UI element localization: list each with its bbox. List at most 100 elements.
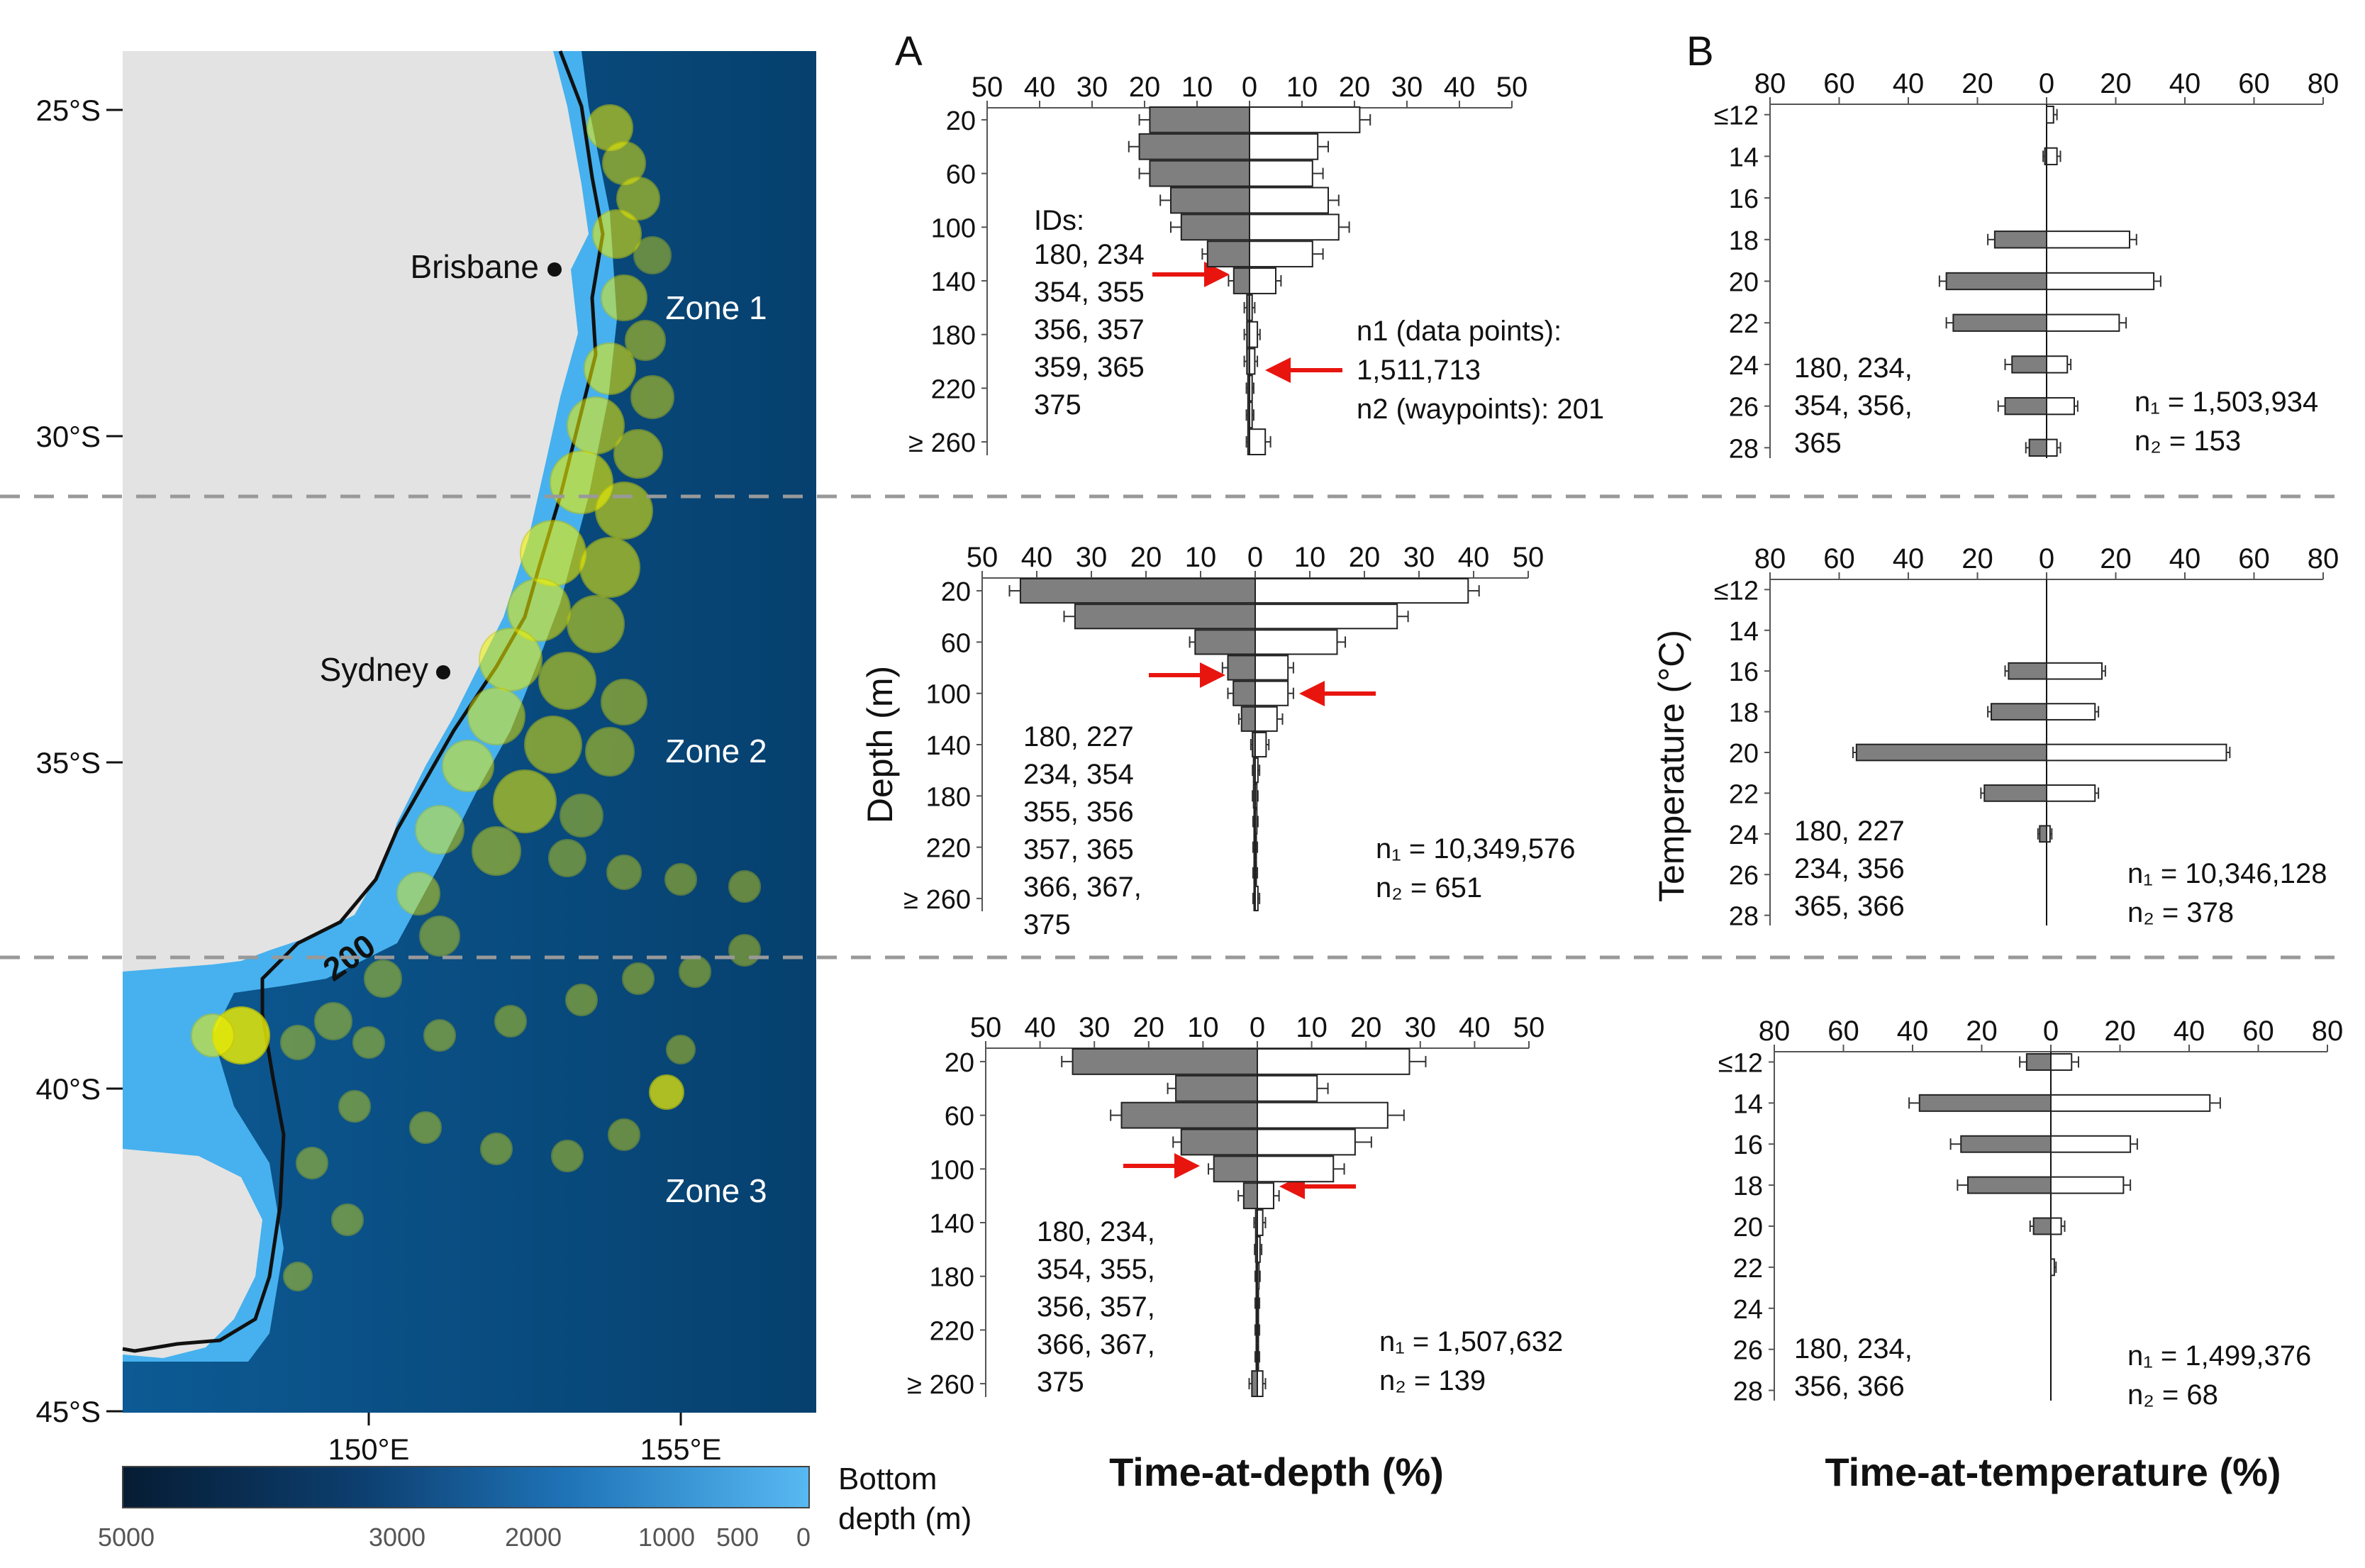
night-bar (1257, 1316, 1259, 1344)
night-bar (2050, 1176, 2125, 1194)
x-tick-label: 50 (970, 1012, 1002, 1043)
night-bar (1249, 374, 1253, 402)
day-bar (2008, 662, 2047, 680)
x-tick-label: 20 (1133, 1012, 1165, 1043)
day-bar (1952, 313, 2047, 332)
land-mainland (123, 51, 589, 972)
y-tick-label: 28 (1729, 434, 1759, 464)
day-bar (1019, 578, 1257, 604)
n1-label: n₁ = 10,346,128 (2127, 858, 2327, 889)
y-tick-label: 16 (1733, 1130, 1763, 1160)
night-bar (1257, 1048, 1410, 1075)
day-bar (2025, 1053, 2052, 1071)
day-bar (1170, 187, 1250, 214)
lat-tick: 45°S (35, 1395, 101, 1428)
x-tick-label: 10 (1296, 1012, 1328, 1043)
x-tick-label: 20 (1130, 542, 1162, 573)
zone-2-label: Zone 2 (665, 733, 767, 769)
y-tick-label: 24 (1729, 351, 1759, 381)
y-tick-label: 140 (926, 731, 971, 761)
depth-axis-title: Depth (m) (860, 666, 900, 823)
x-tick-label: 20 (1349, 542, 1381, 573)
time-at-temperature-title: Time-at-temperature (%) (1825, 1450, 2281, 1494)
y-tick-label: 60 (945, 1102, 974, 1132)
night-bar (1257, 1370, 1264, 1397)
day-bar (1206, 240, 1251, 268)
x-tick-label: 40 (1893, 543, 1925, 574)
chart-temp-zone3: 80 60 40 20 0 20 40 60 80≤121416182022242628180,… (1718, 1016, 2343, 1411)
x-tick-label: 40 (2169, 68, 2201, 99)
id-list-line: 355, 356 (1023, 796, 1134, 828)
night-bar (2046, 313, 2120, 332)
x-tick-label: 10 (1286, 72, 1318, 103)
x-tick-label: 50 (1513, 542, 1545, 573)
day-bar (1991, 703, 2047, 721)
x-tick-label: 10 (1187, 1012, 1219, 1043)
x-tick-label: 0 (2039, 543, 2054, 574)
x-tick-label: 0 (1242, 72, 1257, 103)
x-tick-label: 80 (1754, 543, 1786, 574)
day-bar (1149, 106, 1251, 133)
y-tick-label: 26 (1729, 861, 1759, 891)
lat-tick: 30°S (35, 420, 101, 453)
id-list-line: 375 (1037, 1367, 1084, 1398)
night-bar (1257, 1155, 1335, 1183)
brisbane-marker (547, 262, 562, 277)
x-tick-label: 80 (1759, 1016, 1791, 1047)
x-tick-label: 30 (1403, 542, 1435, 573)
night-bar (1254, 783, 1258, 809)
y-tick-label: 180 (926, 782, 971, 812)
x-tick-label: 10 (1181, 72, 1213, 103)
day-bar (1967, 1176, 2052, 1194)
id-list-line: 234, 354 (1023, 759, 1134, 790)
id-list-line: 354, 355 (1034, 277, 1145, 308)
lat-tick: 40°S (35, 1072, 101, 1106)
colorbar-tick: 3000 (369, 1523, 425, 1552)
night-bar (2046, 703, 2096, 721)
brisbane-label: Brisbane (410, 248, 539, 285)
y-tick-label: 20 (1733, 1213, 1763, 1242)
colorbar-title: depth (m) (838, 1501, 972, 1536)
night-bar (1254, 731, 1267, 758)
lat-tick: 35°S (35, 746, 101, 779)
panel-a-label: A (895, 28, 923, 74)
day-bar (1232, 680, 1256, 706)
y-tick-label: 16 (1729, 657, 1759, 687)
y-tick-label: 26 (1729, 393, 1759, 423)
night-bar (1254, 885, 1259, 912)
y-tick-label: 140 (930, 1209, 974, 1239)
x-tick-label: 80 (1754, 68, 1786, 99)
lon-axis: 150°E 155°E (328, 1413, 721, 1466)
colorbar-tick: 500 (716, 1523, 759, 1552)
night-bar (1257, 1128, 1356, 1156)
x-tick-label: 0 (2039, 68, 2054, 99)
day-bar (2004, 396, 2047, 416)
y-tick-label: ≥ 260 (907, 1370, 974, 1400)
map: 25°S 30°S 35°S 40°S 45°S 150°E 155°E Bri… (35, 50, 816, 1466)
land-tasmania (123, 1149, 262, 1358)
y-tick-label: ≤12 (1714, 576, 1759, 606)
night-bar (2046, 272, 2155, 291)
night-bar (1249, 294, 1253, 321)
night-bar (1249, 187, 1329, 214)
x-tick-label: 40 (1897, 1016, 1929, 1047)
y-tick-label: 24 (1733, 1295, 1763, 1325)
y-tick-label: 14 (1733, 1089, 1763, 1119)
arrows (1123, 262, 1376, 1199)
id-list-line: 375 (1034, 389, 1081, 421)
y-tick-label: 180 (931, 321, 976, 351)
night-bar (1254, 655, 1289, 681)
night-bar (2046, 743, 2227, 762)
x-tick-label: 40 (1458, 542, 1490, 573)
night-bar (1254, 578, 1469, 604)
y-tick-label: 22 (1729, 309, 1759, 339)
night-bar (1254, 860, 1257, 886)
time-at-depth-title: Time-at-depth (%) (1109, 1450, 1444, 1494)
night-bar (2046, 355, 2069, 374)
day-bar (2039, 825, 2047, 843)
y-tick-label: 20 (1729, 268, 1759, 298)
day-bar (1251, 1370, 1258, 1397)
night-bar (1254, 808, 1258, 835)
y-tick-label: 14 (1729, 143, 1759, 172)
night-bar (2050, 1258, 2055, 1277)
